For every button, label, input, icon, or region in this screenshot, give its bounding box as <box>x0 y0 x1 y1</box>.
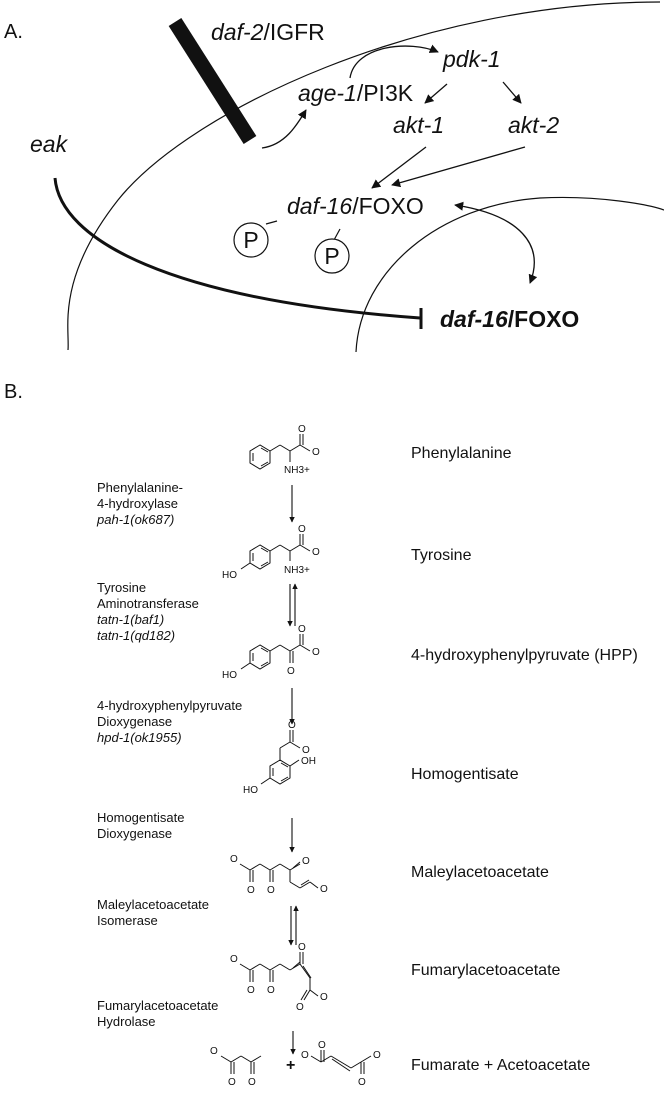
arrow-age-1-to-pdk-1 <box>349 44 439 79</box>
structure-maleylacetoacetate <box>239 861 319 889</box>
fum-oxygen-1: O <box>247 985 255 996</box>
fum-carboxylate-left: O <box>230 954 238 965</box>
fum-oxygen-4: O <box>296 1002 304 1013</box>
enzyme-3-line-1: 4-hydroxyphenylpyruvate <box>97 698 242 713</box>
age-1-label: age-1/PI3K <box>298 80 414 106</box>
structure-homogentisate <box>260 730 301 785</box>
daf-16-nucleus-label: daf-16/FOXO <box>440 306 579 332</box>
mal-oxygen-2: O <box>267 885 275 896</box>
enzyme-5-line-2: Isomerase <box>97 913 158 928</box>
hga-hydroxyl-left: HO <box>243 785 258 796</box>
pdk-1-label: pdk-1 <box>442 46 501 72</box>
enzyme-2-line-1: Tyrosine <box>97 580 146 595</box>
enzyme-2-allele-2: tatn-1(qd182) <box>97 628 175 643</box>
aa-oxygen-1: O <box>228 1077 236 1088</box>
arrow-daf-16-translocation <box>454 201 538 284</box>
metabolite-name-6: Fumarylacetoacetate <box>411 962 561 979</box>
akt-1-label: akt-1 <box>393 112 444 138</box>
hga-oxygen: O <box>288 720 296 731</box>
aa-carboxylate: O <box>210 1046 218 1057</box>
fumarate-carboxylate-left: O <box>301 1050 309 1061</box>
metabolite-name-4: Homogentisate <box>411 766 519 783</box>
enzyme-1-line-2: 4-hydroxylase <box>97 496 178 511</box>
phosphate-bond-2 <box>333 228 341 241</box>
mal-carboxylate-left: O <box>230 854 238 865</box>
metabolite-name-3: 4-hydroxyphenylpyruvate (HPP) <box>411 647 638 664</box>
structure-fumarate <box>310 1050 372 1074</box>
eak-label: eak <box>30 131 69 157</box>
structure-hpp <box>240 634 311 670</box>
arrow-akt-2-to-daf-16 <box>391 146 526 188</box>
daf-16-cytoplasm-label: daf-16/FOXO <box>287 193 424 219</box>
phe-carboxylate-o: O <box>312 447 320 458</box>
arrow-daf-2-to-age-1 <box>261 109 307 149</box>
phosphate-circle-2 <box>314 238 350 274</box>
panel-a-label: A. <box>4 21 23 43</box>
structure-acetoacetate <box>220 1055 262 1074</box>
metabolite-name-2: Tyrosine <box>411 547 472 564</box>
hpp-hydroxyl: HO <box>222 670 237 681</box>
mal-carboxylate-right: O <box>320 884 328 895</box>
daf-2-receptor-bar <box>168 17 257 145</box>
enzyme-4-line-2: Dioxygenase <box>97 826 172 841</box>
metabolite-name-1: Phenylalanine <box>411 445 512 462</box>
metabolite-name-5: Maleylacetoacetate <box>411 864 549 881</box>
arrow-pdk-1-to-akt-1 <box>424 83 448 104</box>
arrow-akt-1-to-daf-16 <box>371 146 427 189</box>
tyr-hydroxyl: HO <box>222 570 237 581</box>
fumarate-carboxylate-right: O <box>373 1050 381 1061</box>
tyr-oxygen: O <box>298 524 306 535</box>
arrow-pdk-1-to-akt-2 <box>502 81 522 104</box>
tyr-ammonium: NH3+ <box>284 565 310 576</box>
enzyme-4-line-1: Homogentisate <box>97 810 184 825</box>
mal-oxygen-1: O <box>247 885 255 896</box>
hga-carboxylate-o: O <box>302 745 310 756</box>
hga-hydroxyl-right: OH <box>301 756 316 767</box>
panel-b-label: B. <box>4 381 23 403</box>
phosphate-circle-1 <box>233 222 269 258</box>
daf-2-label: daf-2/IGFR <box>211 19 325 45</box>
enzyme-5-line-1: Maleylacetoacetate <box>97 897 209 912</box>
structure-phenylalanine <box>249 434 311 470</box>
fum-oxygen-2: O <box>267 985 275 996</box>
fumarate-oxygen-1: O <box>318 1040 326 1051</box>
fum-carboxylate-right: O <box>320 992 328 1003</box>
hpp-ketone: O <box>287 666 295 677</box>
plus-sign: + <box>286 1057 295 1074</box>
phosphate-bond-1 <box>265 220 278 225</box>
structure-fumarylacetoacetate <box>239 952 319 1001</box>
enzyme-3-allele-1: hpd-1(ok1955) <box>97 730 182 745</box>
fum-oxygen-3: O <box>298 942 306 953</box>
phosphate-label-1: P <box>243 227 258 253</box>
enzyme-6-line-2: Hydrolase <box>97 1014 156 1029</box>
phosphate-label-2: P <box>324 243 339 269</box>
tyr-carboxylate-o: O <box>312 547 320 558</box>
phe-ammonium: NH3+ <box>284 465 310 476</box>
enzyme-1-allele-1: pah-1(ok687) <box>96 512 174 527</box>
enzyme-6-line-1: Fumarylacetoacetate <box>97 998 218 1013</box>
metabolite-name-7: Fumarate + Acetoacetate <box>411 1057 590 1074</box>
enzyme-2-line-2: Aminotransferase <box>97 596 199 611</box>
structure-tyrosine <box>240 534 311 570</box>
phe-oxygen: O <box>298 424 306 435</box>
akt-2-label: akt-2 <box>508 112 559 138</box>
enzyme-3-line-2: Dioxygenase <box>97 714 172 729</box>
aa-oxygen-2: O <box>248 1077 256 1088</box>
hpp-oxygen: O <box>298 624 306 635</box>
enzyme-2-allele-1: tatn-1(baf1) <box>97 612 164 627</box>
fumarate-oxygen-2: O <box>358 1077 366 1088</box>
cell-membrane <box>67 1 661 351</box>
nuclear-membrane <box>355 196 664 353</box>
eak-inhibition-line <box>53 177 421 320</box>
enzyme-1-line-1: Phenylalanine- <box>97 480 183 495</box>
mal-oxygen-3: O <box>302 856 310 867</box>
hpp-carboxylate-o: O <box>312 647 320 658</box>
